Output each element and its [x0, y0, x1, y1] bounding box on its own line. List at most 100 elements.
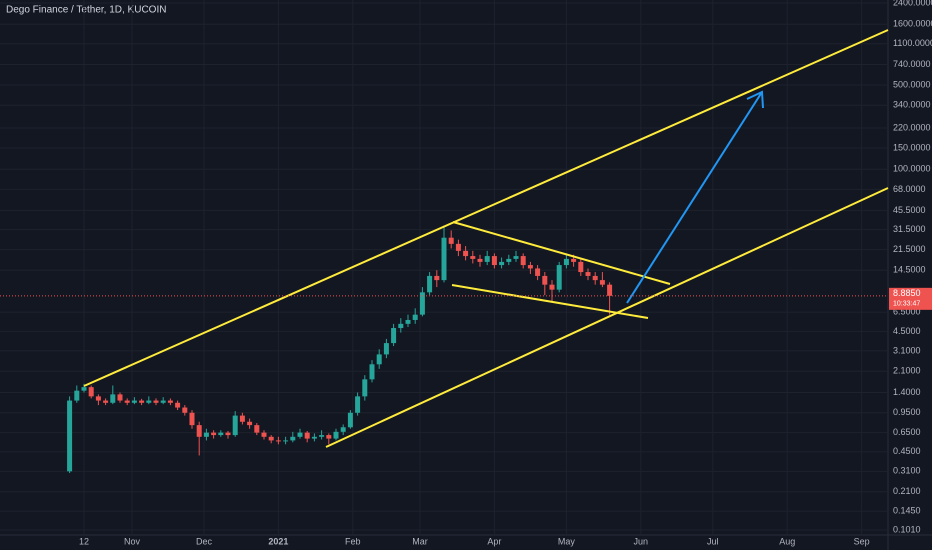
- candle-body: [283, 440, 289, 442]
- candle-body: [527, 265, 533, 269]
- trend-line: [325, 187, 889, 448]
- candle-body: [319, 435, 325, 437]
- candle-body: [398, 323, 404, 329]
- y-tick-label: 0.9500: [893, 407, 921, 417]
- candle-body: [391, 328, 397, 344]
- y-tick-label: 100.0000: [893, 164, 931, 174]
- x-tick-label: 2021: [268, 536, 288, 546]
- candle-body: [211, 432, 217, 436]
- candle-body: [88, 387, 94, 397]
- x-tick-label: Feb: [345, 536, 361, 546]
- candle-body: [268, 436, 274, 441]
- y-tick-label: 150.0000: [893, 142, 931, 152]
- candle-body: [362, 379, 368, 397]
- y-tick-label: 21.5000: [893, 244, 926, 254]
- candle-body: [412, 314, 418, 320]
- candle-body: [499, 261, 505, 266]
- candle-body: [427, 275, 433, 293]
- y-tick-label: 0.2100: [893, 486, 921, 496]
- candle-body: [491, 256, 497, 266]
- trend-line: [452, 221, 671, 285]
- candle-body: [290, 436, 296, 441]
- candle-body: [599, 280, 605, 285]
- candle-body: [117, 394, 123, 401]
- candle-body: [67, 400, 73, 472]
- candle-body: [326, 435, 332, 439]
- candle-body: [247, 421, 253, 426]
- candle-body: [110, 394, 116, 403]
- y-tick-label: 31.5000: [893, 224, 926, 234]
- candles: [0, 0, 888, 535]
- y-tick-label: 220.0000: [893, 122, 931, 132]
- candle-body: [333, 431, 339, 439]
- candle-body: [124, 400, 130, 403]
- candle-body: [369, 364, 375, 380]
- candle-body: [167, 400, 173, 403]
- y-tick-label: 4.5000: [893, 326, 921, 336]
- candle-body: [160, 400, 166, 403]
- candle-body: [311, 436, 317, 439]
- candle-body: [520, 256, 526, 266]
- x-tick-label: Apr: [487, 536, 501, 546]
- candle-body: [139, 400, 145, 403]
- candle-body: [340, 427, 346, 432]
- candle-body: [175, 402, 181, 408]
- y-tick-label: 0.3100: [893, 466, 921, 476]
- y-tick-label: 0.1450: [893, 505, 921, 515]
- x-tick-label: Jun: [634, 536, 649, 546]
- trend-line: [83, 29, 889, 387]
- y-tick-label: 14.5000: [893, 265, 926, 275]
- candle-body: [535, 268, 541, 276]
- candle-body: [189, 412, 195, 426]
- last-price-box: [889, 287, 932, 310]
- y-tick-label: 6.5000: [893, 307, 921, 317]
- candle-body: [225, 432, 231, 436]
- candle-body: [463, 250, 469, 257]
- candle-body: [419, 292, 425, 315]
- candle-body: [484, 256, 490, 262]
- candle-body: [542, 275, 548, 285]
- y-tick-label: 1.4000: [893, 387, 921, 397]
- candle-body: [81, 387, 87, 391]
- candle-body: [232, 415, 238, 436]
- candle-body: [153, 400, 159, 403]
- trend-line: [451, 284, 649, 319]
- candle-body: [556, 265, 562, 290]
- x-tick-label: Mar: [412, 536, 428, 546]
- y-tick-label: 1600.0000: [893, 19, 932, 29]
- y-tick-label: 0.6500: [893, 427, 921, 437]
- y-tick-label: 2.1000: [893, 366, 921, 376]
- candle-body: [275, 440, 281, 442]
- candle-body: [218, 432, 224, 436]
- y-tick-label: 3.1000: [893, 345, 921, 355]
- candle-body: [355, 396, 361, 413]
- x-tick-label: May: [558, 536, 576, 546]
- candle-body: [592, 275, 598, 281]
- candle-body: [434, 275, 440, 281]
- candle-body: [347, 412, 353, 428]
- candle-body: [563, 258, 569, 266]
- drawings: [83, 29, 889, 448]
- candle-body: [196, 425, 202, 437]
- y-tick-label: 500.0000: [893, 79, 931, 89]
- candle-body: [146, 400, 152, 403]
- last-price-label: 8.8850: [893, 288, 921, 298]
- candle-body: [103, 400, 109, 403]
- candle-body: [513, 256, 519, 259]
- candle-body: [203, 432, 209, 437]
- candle-body: [455, 243, 461, 251]
- candle-body: [607, 284, 613, 296]
- candle-body: [441, 237, 447, 281]
- x-tick-label: Dec: [196, 536, 213, 546]
- candle-body: [261, 432, 267, 437]
- y-tick-label: 1100.0000: [893, 38, 932, 48]
- candle-body: [571, 258, 577, 262]
- candle-body: [549, 284, 555, 290]
- candle-body: [405, 319, 411, 324]
- arrow-head: [746, 90, 764, 109]
- candle-body: [477, 258, 483, 262]
- arrow-line: [626, 91, 763, 304]
- candle-body: [578, 261, 584, 273]
